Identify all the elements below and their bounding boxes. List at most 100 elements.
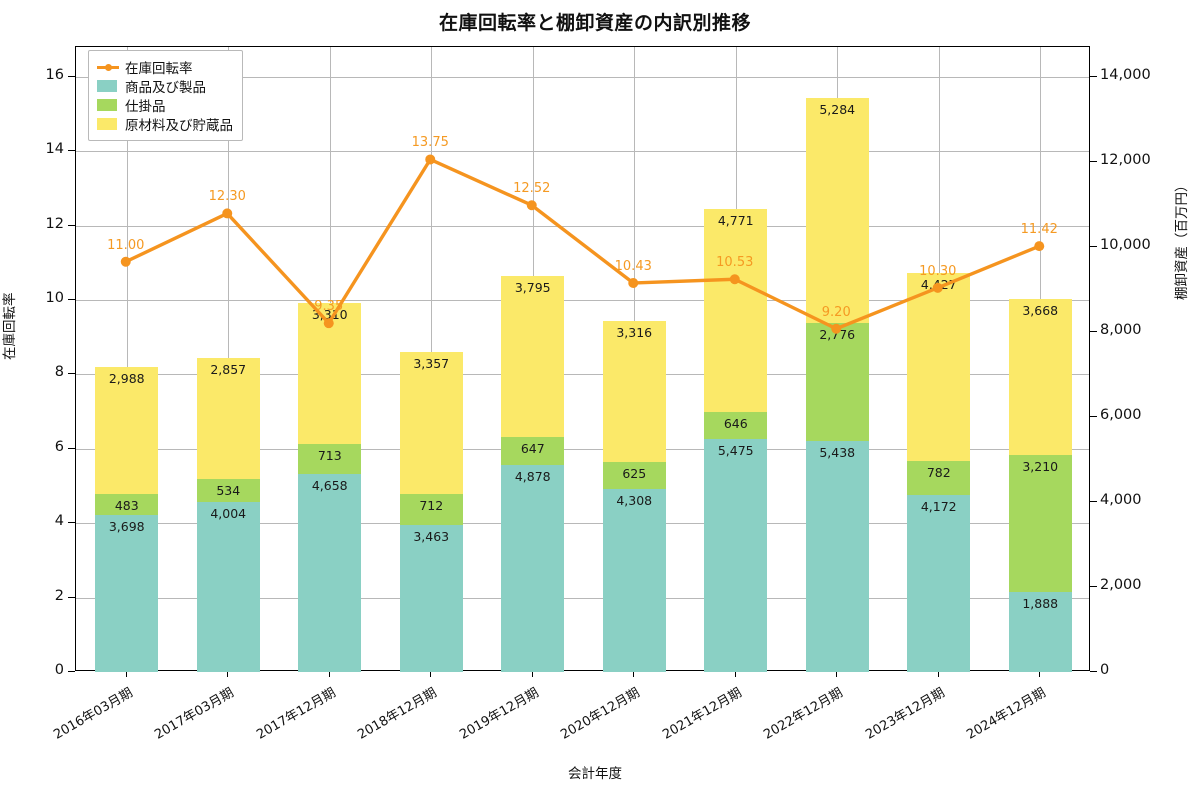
bar-value-label: 4,771 [717, 212, 754, 228]
bar-segment[interactable] [196, 501, 260, 672]
bar-value-label: 2,776 [819, 326, 856, 342]
y-axis-left-tick-label: 0 [54, 662, 64, 678]
y-axis-left-tick-mark [68, 224, 75, 226]
bar-segment[interactable] [298, 473, 362, 672]
bar-segment[interactable] [501, 275, 565, 438]
bar-value-label: 2,988 [108, 371, 145, 387]
bar-segment[interactable] [95, 367, 159, 495]
line-value-label: 9.35 [314, 299, 344, 315]
bar-value-label: 1,888 [1022, 595, 1059, 611]
bar-value-label: 3,463 [413, 528, 450, 544]
x-axis-tick-label: 2022年12月期 [761, 685, 846, 743]
bar-segment[interactable] [399, 351, 463, 495]
bar-segment[interactable] [196, 479, 260, 502]
bar-segment[interactable] [298, 443, 362, 474]
line-value-label: 9.20 [821, 304, 851, 320]
line-value-label: 11.42 [1020, 222, 1058, 238]
bar-segment[interactable] [907, 461, 971, 495]
bar-segment[interactable] [501, 464, 565, 672]
y-axis-left-tick-mark [68, 373, 75, 375]
line-value-label: 12.30 [208, 189, 246, 205]
bar-segment[interactable] [805, 98, 869, 323]
y-axis-left-tick-label: 16 [45, 66, 64, 83]
bar-segment[interactable] [95, 514, 159, 672]
x-axis-tick-label: 2016年03月期 [50, 685, 136, 743]
bar-value-label: 5,438 [819, 444, 856, 460]
x-axis-tick-mark [937, 671, 939, 677]
y-axis-right-tick-label: 12,000 [1100, 151, 1151, 168]
legend-item[interactable]: 原材料及び貯蔵品 [97, 114, 233, 134]
line-value-label: 10.30 [919, 263, 957, 279]
bar-segment[interactable] [1008, 455, 1072, 592]
bar-value-label: 3,668 [1022, 303, 1059, 319]
legend-item[interactable]: 在庫回転率 [97, 57, 233, 77]
bar-segment[interactable] [704, 439, 768, 672]
bar-segment[interactable] [704, 208, 768, 412]
x-axis-tick-mark [1039, 671, 1041, 677]
gridline-vertical [126, 47, 128, 670]
bar-value-label: 712 [419, 498, 444, 514]
legend-item-label: 商品及び製品 [125, 79, 206, 96]
bar-value-label: 5,475 [717, 443, 754, 459]
bar-value-label: 4,658 [311, 477, 348, 493]
bar-segment[interactable] [805, 440, 869, 672]
bar-segment[interactable] [399, 494, 463, 525]
gridline-horizontal [76, 76, 1089, 78]
y-axis-left-tick-label: 6 [54, 438, 64, 455]
x-axis-label: 会計年度 [568, 766, 622, 782]
legend-color-swatch [97, 79, 117, 92]
bar-segment[interactable] [196, 357, 260, 480]
y-axis-left-tick-label: 8 [54, 364, 64, 381]
bar-value-label: 483 [114, 498, 139, 514]
legend-item[interactable]: 商品及び製品 [97, 76, 233, 96]
y-axis-left-label: 在庫回転率 [2, 292, 18, 361]
bar-segment[interactable] [805, 322, 869, 441]
y-axis-right-tick-label: 14,000 [1100, 66, 1151, 83]
line-value-label: 12.52 [513, 181, 551, 197]
bar-segment[interactable] [501, 437, 565, 465]
page-title: 在庫回転率と棚卸資産の内訳別推移 [438, 12, 751, 34]
y-axis-right-tick-mark [1090, 330, 1097, 332]
gridline-horizontal [76, 374, 1089, 376]
x-axis-tick-label: 2021年12月期 [659, 685, 745, 743]
bar-segment[interactable] [602, 488, 666, 672]
x-axis-tick-label: 2023年12月期 [862, 685, 948, 743]
y-axis-right-label: 棚卸資産（百万円） [1174, 178, 1190, 301]
legend-item[interactable]: 仕掛品 [97, 95, 233, 115]
bar-value-label: 782 [926, 465, 951, 481]
legend-color-swatch [97, 98, 117, 111]
bar-segment[interactable] [1008, 591, 1072, 672]
bar-segment[interactable] [298, 302, 362, 444]
line-value-label: 10.43 [614, 258, 652, 274]
bar-value-label: 3,795 [514, 279, 551, 295]
bar-segment[interactable] [907, 494, 971, 672]
bar-value-label: 2,857 [210, 361, 247, 377]
gridline-horizontal [76, 151, 1089, 153]
bar-value-label: 3,316 [616, 325, 653, 341]
legend-line-marker-icon [97, 61, 119, 73]
bar-segment[interactable] [1008, 299, 1072, 456]
x-axis-tick-mark [227, 671, 229, 677]
x-axis-tick-label: 2018年12月期 [355, 685, 440, 743]
bar-segment[interactable] [907, 273, 971, 462]
bar-value-label: 3,210 [1022, 459, 1059, 475]
y-axis-right-tick-mark [1090, 245, 1097, 247]
y-axis-right-tick-label: 2,000 [1100, 576, 1142, 593]
bar-segment[interactable] [602, 321, 666, 463]
legend-item-label: 仕掛品 [125, 98, 166, 115]
y-axis-right-tick-mark [1090, 415, 1097, 417]
bar-value-label: 4,427 [920, 277, 957, 293]
bar-segment[interactable] [704, 411, 768, 440]
y-axis-left-tick-label: 4 [54, 513, 64, 530]
bar-segment[interactable] [95, 494, 159, 515]
y-axis-left-tick-mark [68, 150, 75, 152]
bar-segment[interactable] [602, 462, 666, 489]
y-axis-left-tick-mark [68, 298, 75, 300]
y-axis-right-tick-mark [1090, 585, 1097, 587]
chart-legend[interactable]: 在庫回転率商品及び製品 仕掛品 原材料及び貯蔵品 [88, 50, 243, 141]
bar-value-label: 4,004 [210, 505, 247, 521]
y-axis-left-tick-label: 14 [45, 141, 64, 158]
y-axis-left-tick-mark [68, 671, 75, 672]
bar-segment[interactable] [399, 524, 463, 672]
